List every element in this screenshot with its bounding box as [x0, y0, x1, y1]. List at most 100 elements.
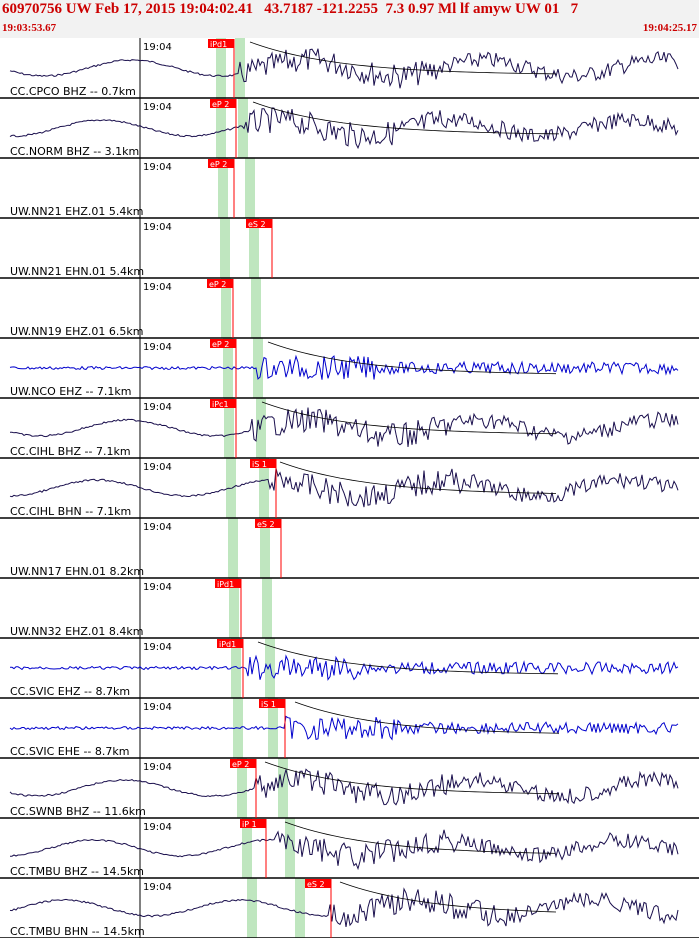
trace-row[interactable]: 19:04 eS 2 CC.TMBU BHN -- 14.5km — [0, 878, 699, 938]
minute-tick-label: 19:04 — [143, 102, 172, 113]
trace-label: UW.NN32 EHZ.01 8.4km — [10, 625, 143, 638]
coda-curve — [339, 881, 557, 913]
trace-label: CC.CPCO BHZ -- 0.7km — [10, 85, 136, 98]
pick-flag[interactable] — [208, 159, 234, 168]
minute-tick-label: 19:04 — [143, 462, 172, 473]
window-start-time: 19:03:53.67 — [2, 22, 57, 34]
trace-label: UW.NN19 EHZ.01 6.5km — [10, 325, 143, 338]
trace-label: CC.CIHL BHZ -- 7.1km — [10, 445, 131, 458]
minute-tick-label: 19:04 — [143, 42, 172, 53]
pick-windows — [216, 38, 305, 938]
pick-flag[interactable] — [208, 39, 234, 48]
pick-flag[interactable] — [210, 399, 236, 408]
trace-row[interactable]: 19:04 iPd1 CC.SVIC EHZ -- 8.7km — [0, 638, 699, 699]
minute-tick-label: 19:04 — [143, 642, 172, 653]
trace-label: CC.NORM BHZ -- 3.1km — [10, 145, 139, 158]
pick-label: eP 2 — [210, 160, 227, 169]
trace-row[interactable]: 19:04 eP 2 UW.NN21 EHZ.01 5.4km — [0, 158, 699, 219]
minute-tick-label: 19:04 — [143, 162, 172, 173]
trace-label: UW.NN17 EHN.01 8.2km — [10, 565, 144, 578]
trace-label: CC.TMBU BHN -- 14.5km — [10, 925, 145, 938]
trace-row[interactable]: 19:04 iS 1 CC.CIHL BHN -- 7.1km — [0, 458, 699, 519]
pick-flag[interactable] — [210, 99, 236, 108]
minute-tick-label: 19:04 — [143, 222, 172, 233]
pick-label: eP 2 — [212, 340, 229, 349]
trace-row[interactable]: 19:04 iPd1 CC.CPCO BHZ -- 0.7km — [0, 38, 699, 99]
waveform — [9, 768, 679, 806]
trace-label: CC.SVIC EHE -- 8.7km — [10, 745, 129, 758]
pick-label: eP 2 — [209, 280, 226, 289]
coda-curve — [261, 401, 556, 435]
waveform — [9, 48, 679, 89]
coda-curve — [252, 101, 560, 135]
p-window-band — [216, 38, 257, 938]
pick-label: eP 2 — [232, 760, 249, 769]
trace-label: CC.SWNB BHZ -- 11.6km — [10, 805, 146, 818]
minute-tick-label: 19:04 — [143, 402, 172, 413]
waveform — [9, 654, 679, 681]
waveform — [9, 887, 679, 927]
waveform — [9, 107, 679, 150]
pick-label: iPd1 — [217, 580, 234, 589]
trace-row[interactable]: 19:04 eS 2 UW.NN17 EHN.01 8.2km — [0, 518, 699, 579]
trace-label: UW.NN21 EHN.01 5.4km — [10, 265, 144, 278]
pick-label: eS 2 — [248, 220, 266, 229]
trace-row[interactable]: 19:04 iS 1 CC.SVIC EHE -- 8.7km — [0, 698, 699, 759]
coda-curve — [267, 341, 557, 375]
pick-flag[interactable] — [210, 339, 236, 348]
pick-flag[interactable] — [255, 519, 281, 528]
trace-label: CC.SVIC EHZ -- 8.7km — [10, 685, 130, 698]
trace-row[interactable]: 19:04 iPc1 CC.CIHL BHZ -- 7.1km — [0, 398, 699, 459]
minute-tick-label: 19:04 — [143, 822, 172, 833]
pick-flag[interactable] — [246, 219, 272, 228]
minute-tick-label: 19:04 — [143, 342, 172, 353]
s-window-band — [235, 38, 305, 938]
minute-tick-label: 19:04 — [143, 522, 172, 533]
trace-label: UW.NN21 EHZ.01 5.4km — [10, 205, 143, 218]
waveform — [9, 354, 679, 380]
waveform — [9, 715, 679, 741]
pick-label: iS 1 — [261, 700, 276, 709]
minute-tick-label: 19:04 — [143, 702, 172, 713]
trace-label: CC.CIHL BHN -- 7.1km — [10, 505, 131, 518]
coda-curve — [279, 461, 557, 494]
minute-tick-label: 19:04 — [143, 882, 172, 893]
pick-flag[interactable] — [217, 639, 243, 648]
event-title: 60970756 UW Feb 17, 2015 19:04:02.41 43.… — [2, 1, 579, 17]
pick-label: iPc1 — [212, 400, 229, 409]
trace-row[interactable]: 19:04 eP 2 CC.NORM BHZ -- 3.1km — [0, 98, 699, 159]
trace-row[interactable]: 19:04 eP 2 CC.SWNB BHZ -- 11.6km — [0, 758, 699, 819]
pick-flag[interactable] — [230, 759, 256, 768]
minute-tick-label: 19:04 — [143, 282, 172, 293]
waveform — [10, 407, 679, 447]
trace-label: CC.TMBU BHZ -- 14.5km — [10, 865, 144, 878]
minute-tick-label: 19:04 — [143, 762, 172, 773]
trace-row[interactable]: 19:04 eP 2 UW.NCO EHZ -- 7.1km — [0, 338, 699, 399]
seismogram-panel[interactable]: 19:04 iPd1 CC.CPCO BHZ -- 0.7km 19:04 eP 2 CC… — [0, 38, 699, 938]
window-end-time: 19:04:25.17 — [642, 22, 697, 34]
trace-row[interactable]: 19:04 eS 2 UW.NN21 EHN.01 5.4km — [0, 218, 699, 279]
coda-curve — [249, 41, 557, 75]
waveform — [9, 468, 679, 508]
coda-curve — [257, 641, 559, 675]
trace-row[interactable]: 19:04 eP 2 UW.NN19 EHZ.01 6.5km — [0, 278, 699, 339]
pick-label: eS 2 — [257, 520, 275, 529]
trace-row[interactable]: 19:04 iPd1 UW.NN32 EHZ.01 8.4km — [0, 578, 699, 639]
pick-label: eS 2 — [307, 880, 325, 889]
pick-flag[interactable] — [259, 699, 285, 708]
coda-curve — [264, 761, 559, 795]
pick-flag[interactable] — [207, 279, 233, 288]
coda-curve — [284, 821, 556, 854]
trace-rows: 19:04 iPd1 CC.CPCO BHZ -- 0.7km 19:04 eP 2 CC… — [0, 38, 699, 938]
pick-flag[interactable] — [240, 819, 266, 828]
pick-flag[interactable] — [215, 579, 241, 588]
coda-curve — [294, 701, 560, 734]
pick-flag[interactable] — [250, 459, 276, 468]
pick-label: eP 2 — [212, 100, 229, 109]
pick-flag[interactable] — [305, 879, 331, 888]
trace-row[interactable]: 19:04 iP 1 CC.TMBU BHZ -- 14.5km — [0, 818, 699, 879]
trace-label: UW.NCO EHZ -- 7.1km — [10, 385, 132, 398]
waveform — [10, 829, 679, 871]
pick-label: iS 1 — [252, 460, 267, 469]
minute-tick-label: 19:04 — [143, 582, 172, 593]
